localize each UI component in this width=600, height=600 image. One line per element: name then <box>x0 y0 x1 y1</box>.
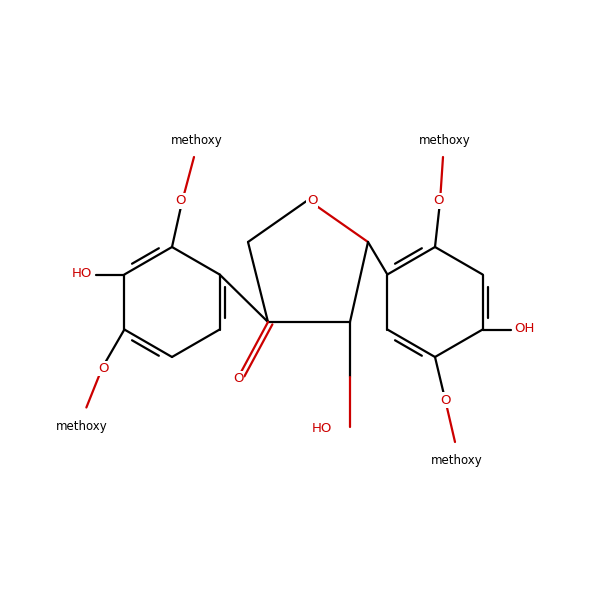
Text: O: O <box>307 193 317 206</box>
Text: OH: OH <box>514 322 535 335</box>
Text: O: O <box>98 362 109 375</box>
Text: O: O <box>233 373 243 385</box>
Text: O: O <box>176 194 186 208</box>
Text: O: O <box>441 394 451 407</box>
Text: HO: HO <box>311 422 332 436</box>
Text: methoxy: methoxy <box>171 134 223 147</box>
Text: methoxy: methoxy <box>419 134 471 147</box>
Text: methoxy: methoxy <box>431 454 483 467</box>
Text: HO: HO <box>72 267 92 280</box>
Text: methoxy: methoxy <box>55 419 107 433</box>
Text: O: O <box>434 194 444 208</box>
